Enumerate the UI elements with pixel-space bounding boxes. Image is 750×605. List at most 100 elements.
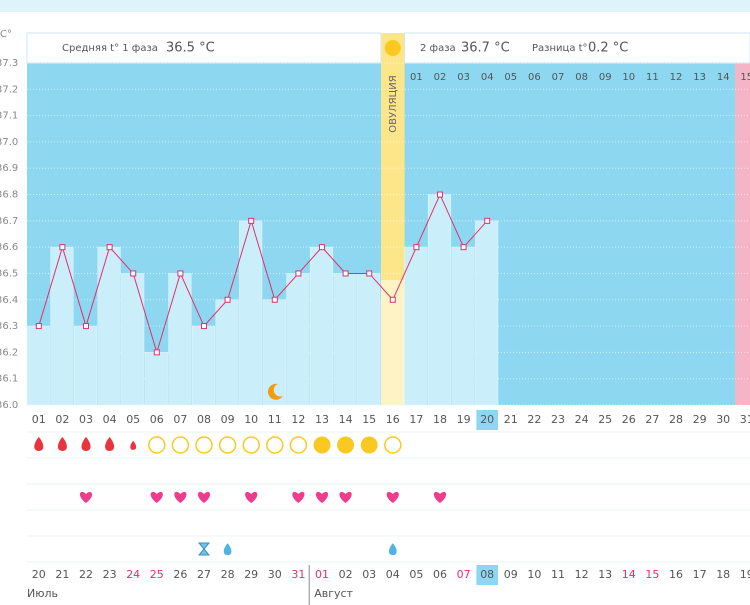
x-tick-label: 02 (55, 413, 69, 426)
y-tick-label: 37.3 (0, 58, 18, 69)
bar (168, 273, 192, 406)
date: 13 (598, 568, 612, 581)
heart (386, 491, 399, 503)
y-tick-label: 36.2 (0, 347, 18, 358)
x-tick-label: 15 (362, 413, 376, 426)
phase2-day: 13 (693, 72, 706, 83)
phase2-day: 14 (717, 72, 730, 83)
date: 27 (197, 568, 211, 581)
y-tick-label: 36.7 (0, 216, 18, 227)
x-tick-label: 17 (409, 413, 423, 426)
y-tick-label: 36.1 (0, 374, 18, 385)
x-tick-label: 11 (268, 413, 282, 426)
bar (404, 246, 428, 406)
point (106, 244, 113, 251)
phase2-day: 10 (622, 72, 635, 83)
bar (73, 325, 98, 406)
point (437, 191, 443, 198)
x-tick-label: 26 (622, 413, 636, 426)
date: 25 (150, 568, 164, 581)
date: 24 (126, 568, 140, 581)
filled-circle (337, 436, 355, 454)
y-tick-label: 37.2 (0, 84, 18, 95)
x-tick-label: 10 (244, 413, 258, 426)
bar (97, 246, 121, 406)
x-tick-label: 19 (457, 413, 471, 426)
point (35, 323, 42, 330)
cycle-circle (195, 436, 213, 454)
x-tick-label: 09 (221, 413, 235, 426)
point (295, 270, 302, 277)
heart (79, 491, 93, 503)
drop (130, 440, 137, 450)
x-tick-label: 03 (79, 413, 93, 426)
cycle-circle (242, 436, 260, 454)
date: 28 (221, 568, 235, 581)
drop (34, 437, 44, 451)
point (271, 296, 278, 303)
x-tick-label: 07 (173, 413, 187, 426)
date: 14 (622, 568, 636, 581)
heart (197, 491, 211, 503)
heart (150, 491, 163, 503)
y-tick-label: 37.0 (0, 137, 18, 148)
current-day-box (476, 410, 498, 430)
point (130, 270, 137, 277)
x-tick-label: 25 (598, 413, 612, 426)
date: 29 (244, 568, 258, 581)
filled-circle (360, 436, 378, 454)
x-tick-label: 23 (551, 413, 565, 426)
phase2-day: 15 (740, 72, 750, 83)
diff-value: 0.2 °C (588, 41, 628, 56)
date: 17 (693, 568, 707, 581)
date: 06 (433, 568, 447, 581)
date: 31 (291, 568, 305, 581)
phase2-day: 11 (646, 72, 659, 83)
bar (121, 273, 145, 406)
drop (81, 437, 91, 451)
x-tick-label: 05 (126, 413, 140, 426)
phase2-day: 07 (552, 72, 565, 83)
x-tick-label: 08 (197, 413, 211, 426)
filled-circle (313, 436, 331, 454)
bar (357, 273, 381, 406)
bar (144, 352, 168, 406)
date: 01 (315, 568, 329, 581)
date: 22 (79, 568, 93, 581)
drop (223, 543, 232, 556)
hourglass (197, 542, 211, 556)
y-tick-label: 36.0 (0, 400, 18, 411)
point (248, 217, 255, 224)
drop (57, 437, 67, 451)
cycle-circle (289, 436, 308, 454)
header-1 (26, 32, 382, 64)
date: 23 (103, 568, 117, 581)
point (59, 244, 66, 251)
point (177, 270, 184, 277)
x-tick-label: 24 (575, 413, 589, 426)
phase2-value: 36.7 °C (461, 41, 510, 56)
cycle-circle (218, 436, 237, 454)
y-tick-label: 36.6 (0, 242, 18, 253)
point (201, 323, 207, 330)
date: 12 (575, 568, 589, 581)
phase2-day: 09 (599, 72, 612, 83)
bar (451, 246, 475, 406)
bar (26, 325, 50, 406)
date: 05 (409, 568, 423, 581)
point (153, 349, 160, 356)
x-tick-label: 22 (527, 413, 541, 426)
point (83, 323, 89, 330)
date: 30 (268, 568, 282, 581)
bar (286, 273, 310, 406)
y-tick-label: 36.4 (0, 295, 18, 306)
bar (333, 273, 357, 406)
month: Август (314, 587, 353, 600)
x-tick-label: 04 (103, 413, 117, 426)
phase2-day: 03 (457, 72, 470, 83)
date: 21 (55, 568, 69, 581)
x-tick-label: 18 (433, 413, 447, 426)
heart (174, 491, 187, 503)
phase2-day: 02 (434, 72, 447, 83)
